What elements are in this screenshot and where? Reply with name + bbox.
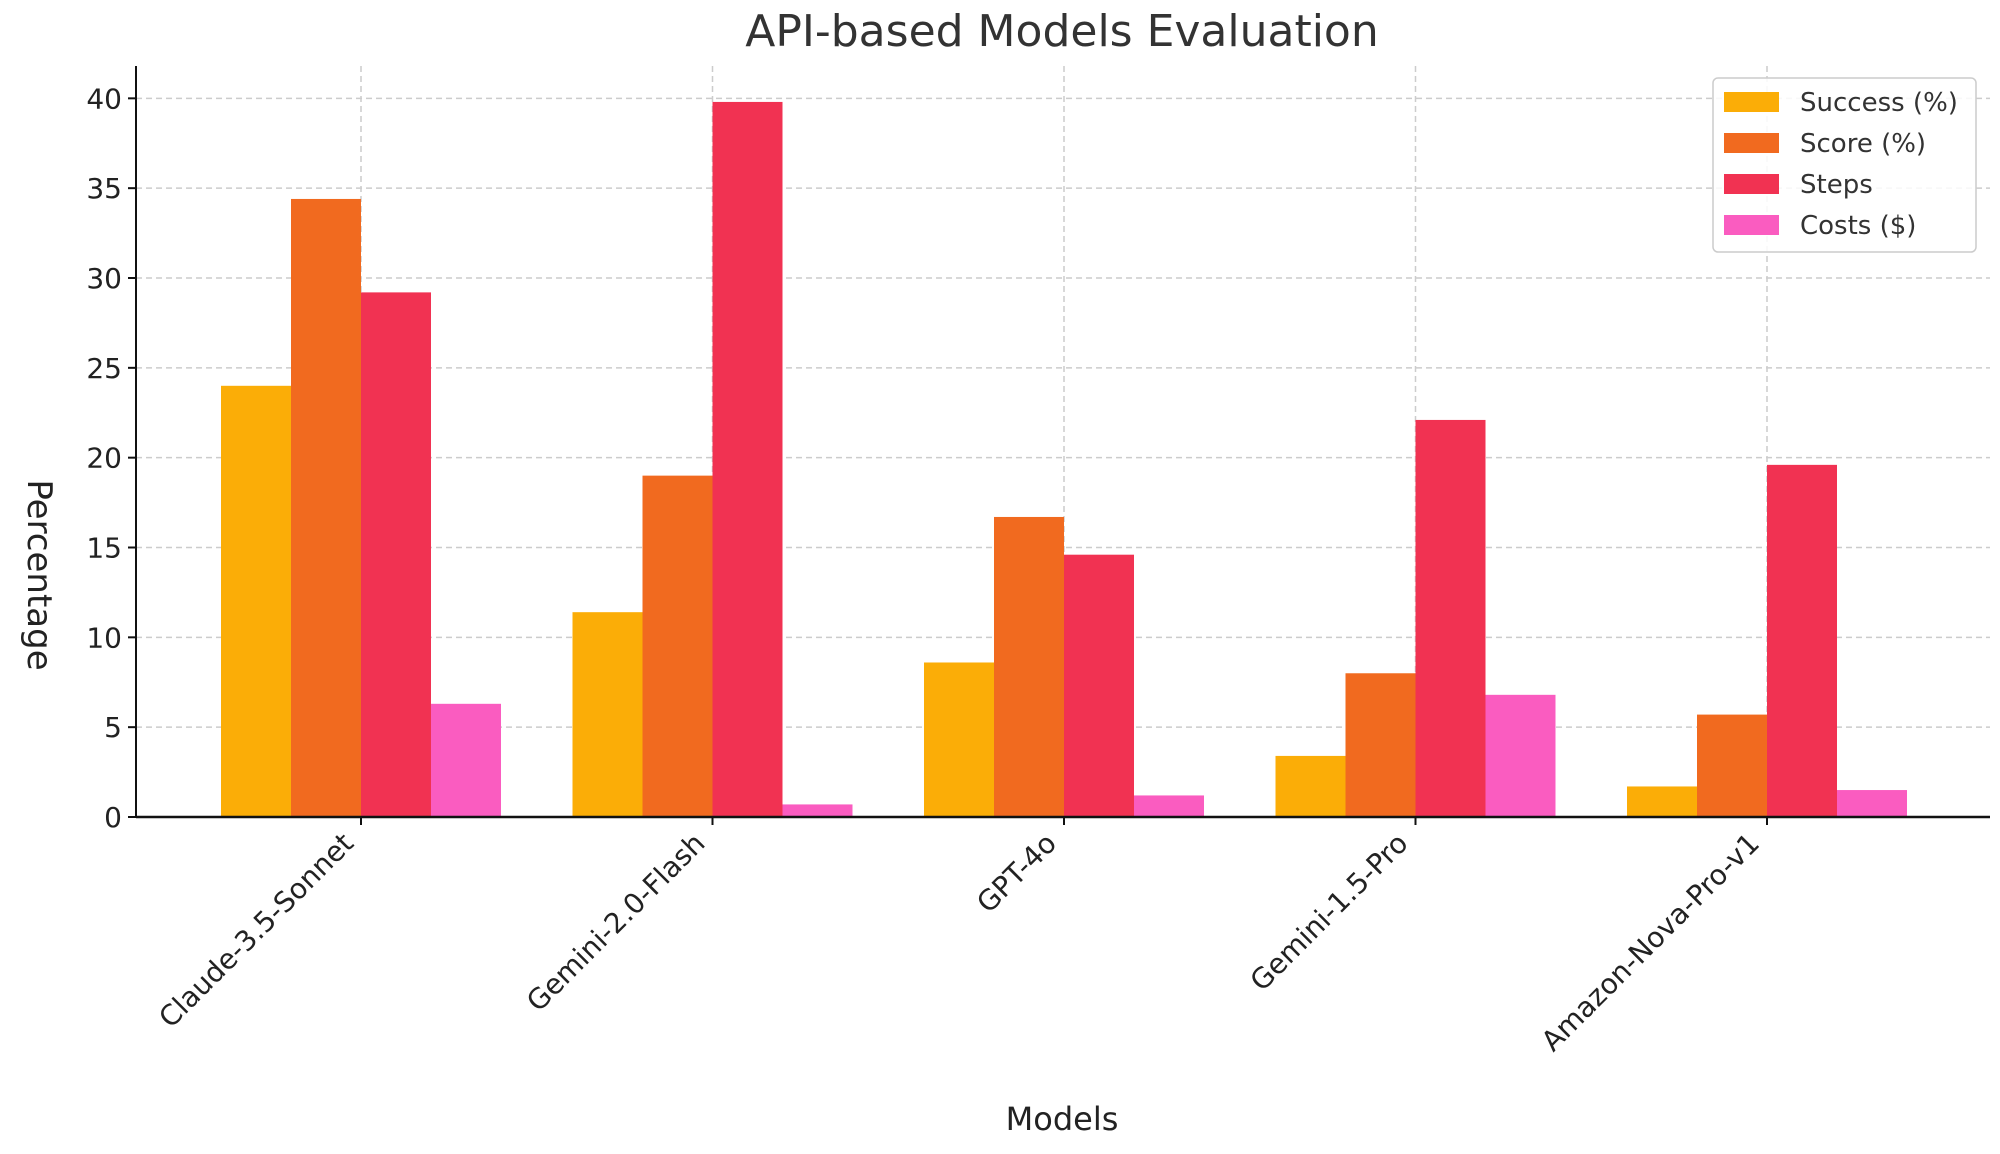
y-tick-label: 35: [86, 172, 122, 205]
bar: [1415, 419, 1486, 817]
bar: [291, 198, 361, 817]
y-tick-labels: 0 5 10 15 20 25 30 35 40: [86, 82, 122, 834]
x-axis-label: Models: [1006, 1100, 1119, 1138]
y-tick-label: 10: [86, 621, 122, 654]
bar: [221, 385, 291, 817]
y-axis-label: Percentage: [19, 479, 59, 670]
y-tick-label: 40: [86, 82, 122, 115]
y-tick-label: 5: [104, 711, 122, 744]
legend: Success (%) Score (%) Steps Costs ($): [1712, 77, 1977, 253]
chart-title: API-based Models Evaluation: [745, 6, 1378, 57]
bar: [1627, 786, 1697, 817]
bar: [361, 292, 431, 817]
legend-label: Success (%): [1800, 88, 1958, 118]
bar: [642, 475, 713, 817]
y-tick-label: 30: [86, 262, 122, 295]
bar: [572, 612, 643, 817]
y-tick-label: 0: [104, 801, 122, 834]
bar: [782, 804, 853, 817]
bar: [1697, 714, 1767, 817]
bar: [1345, 673, 1416, 817]
y-tick-label: 15: [86, 532, 122, 565]
legend-swatch: [1724, 215, 1779, 235]
bar: [1275, 755, 1346, 817]
bar: [1064, 554, 1134, 817]
x-tick-label: Gemini-1.5-Pro: [1244, 827, 1415, 998]
x-tick-labels: Claude-3.5-Sonnet Gemini-2.0-Flash GPT-4o G…: [152, 827, 1766, 1058]
bar: [431, 703, 501, 817]
legend-label: Score (%): [1800, 129, 1926, 159]
legend-swatch: [1724, 133, 1779, 153]
bar: [1134, 795, 1204, 817]
legend-box: [1712, 77, 1977, 253]
bars-group: [221, 101, 1907, 818]
y-tick-label: 25: [86, 352, 122, 385]
bar: [994, 516, 1064, 817]
x-tick-label: GPT-4o: [970, 827, 1063, 920]
legend-label: Steps: [1800, 170, 1873, 200]
y-tick-label: 20: [86, 442, 122, 475]
bar: [1837, 790, 1907, 817]
bar: [924, 662, 994, 817]
bar: [1485, 694, 1556, 817]
bar: [712, 101, 783, 818]
x-tick-label: Amazon-Nova-Pro-v1: [1535, 827, 1766, 1058]
legend-swatch: [1724, 174, 1779, 194]
legend-label: Costs ($): [1800, 211, 1916, 241]
legend-swatch: [1724, 92, 1779, 112]
axes: [128, 66, 1990, 825]
x-tick-label: Gemini-2.0-Flash: [520, 827, 711, 1018]
x-tick-label: Claude-3.5-Sonnet: [152, 827, 360, 1035]
bar: [1767, 464, 1837, 817]
